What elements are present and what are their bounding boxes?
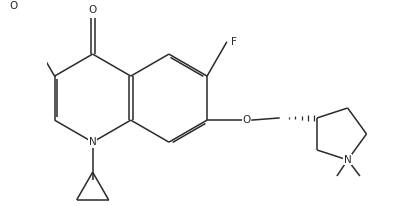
Text: N: N [89, 137, 97, 147]
Text: O: O [10, 1, 18, 11]
Text: N: N [344, 155, 352, 165]
Text: O: O [89, 5, 97, 15]
Text: F: F [231, 37, 236, 47]
Text: O: O [243, 115, 251, 125]
